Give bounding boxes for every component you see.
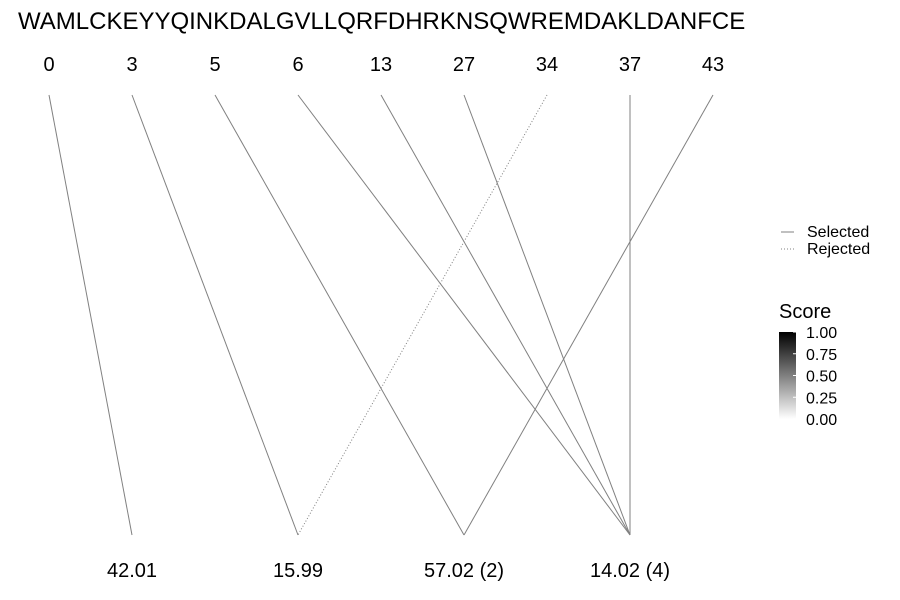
bottom-mass-label: 57.02 (2) bbox=[424, 560, 504, 582]
score-tick-label: 0.50 bbox=[806, 369, 837, 386]
connection-line-selected bbox=[463, 94, 714, 536]
legend-selected-label: Selected bbox=[807, 224, 869, 241]
legend-rejected-label: Rejected bbox=[807, 241, 870, 258]
bottom-mass-label: 15.99 bbox=[273, 560, 323, 582]
connection-line-selected bbox=[297, 94, 631, 536]
score-legend-title: Score bbox=[779, 301, 831, 323]
top-position-label: 5 bbox=[209, 54, 220, 76]
line-type-legend: Selected Rejected bbox=[781, 224, 870, 258]
top-position-labels: 0 3 5 6 13 27 34 37 43 bbox=[43, 54, 724, 76]
score-ticks: 1.00 0.75 0.50 0.25 0.00 bbox=[793, 325, 837, 429]
score-tick-label: 1.00 bbox=[806, 325, 837, 342]
connection-line-selected bbox=[380, 94, 631, 536]
top-position-label: 43 bbox=[702, 54, 724, 76]
score-colorbar bbox=[779, 332, 796, 419]
bottom-mass-labels: 42.01 15.99 57.02 (2) 14.02 (4) bbox=[107, 560, 670, 582]
connection-line-selected bbox=[131, 94, 299, 536]
score-tick-label: 0.75 bbox=[806, 347, 837, 364]
top-position-label: 27 bbox=[453, 54, 475, 76]
bottom-mass-label: 42.01 bbox=[107, 560, 157, 582]
bottom-mass-label: 14.02 (4) bbox=[590, 560, 670, 582]
score-tick-label: 0.00 bbox=[806, 412, 837, 429]
connection-line-selected bbox=[48, 94, 133, 536]
top-position-label: 6 bbox=[292, 54, 303, 76]
top-position-label: 13 bbox=[370, 54, 392, 76]
top-position-label: 34 bbox=[536, 54, 558, 76]
connection-line-rejected bbox=[297, 94, 548, 536]
top-position-label: 0 bbox=[43, 54, 54, 76]
top-position-label: 37 bbox=[619, 54, 641, 76]
score-legend: Score 1.00 0.75 0.50 0.25 0.00 bbox=[779, 301, 837, 429]
connection-lines bbox=[48, 94, 714, 536]
connection-line-selected bbox=[463, 94, 631, 536]
top-position-label: 3 bbox=[126, 54, 137, 76]
score-tick-label: 0.25 bbox=[806, 390, 837, 407]
connection-line-selected bbox=[214, 94, 465, 536]
sequence-label: WAMLCKEYYQINKDALGVLLQRFDHRKNSQWREMDAKLDA… bbox=[18, 8, 745, 35]
